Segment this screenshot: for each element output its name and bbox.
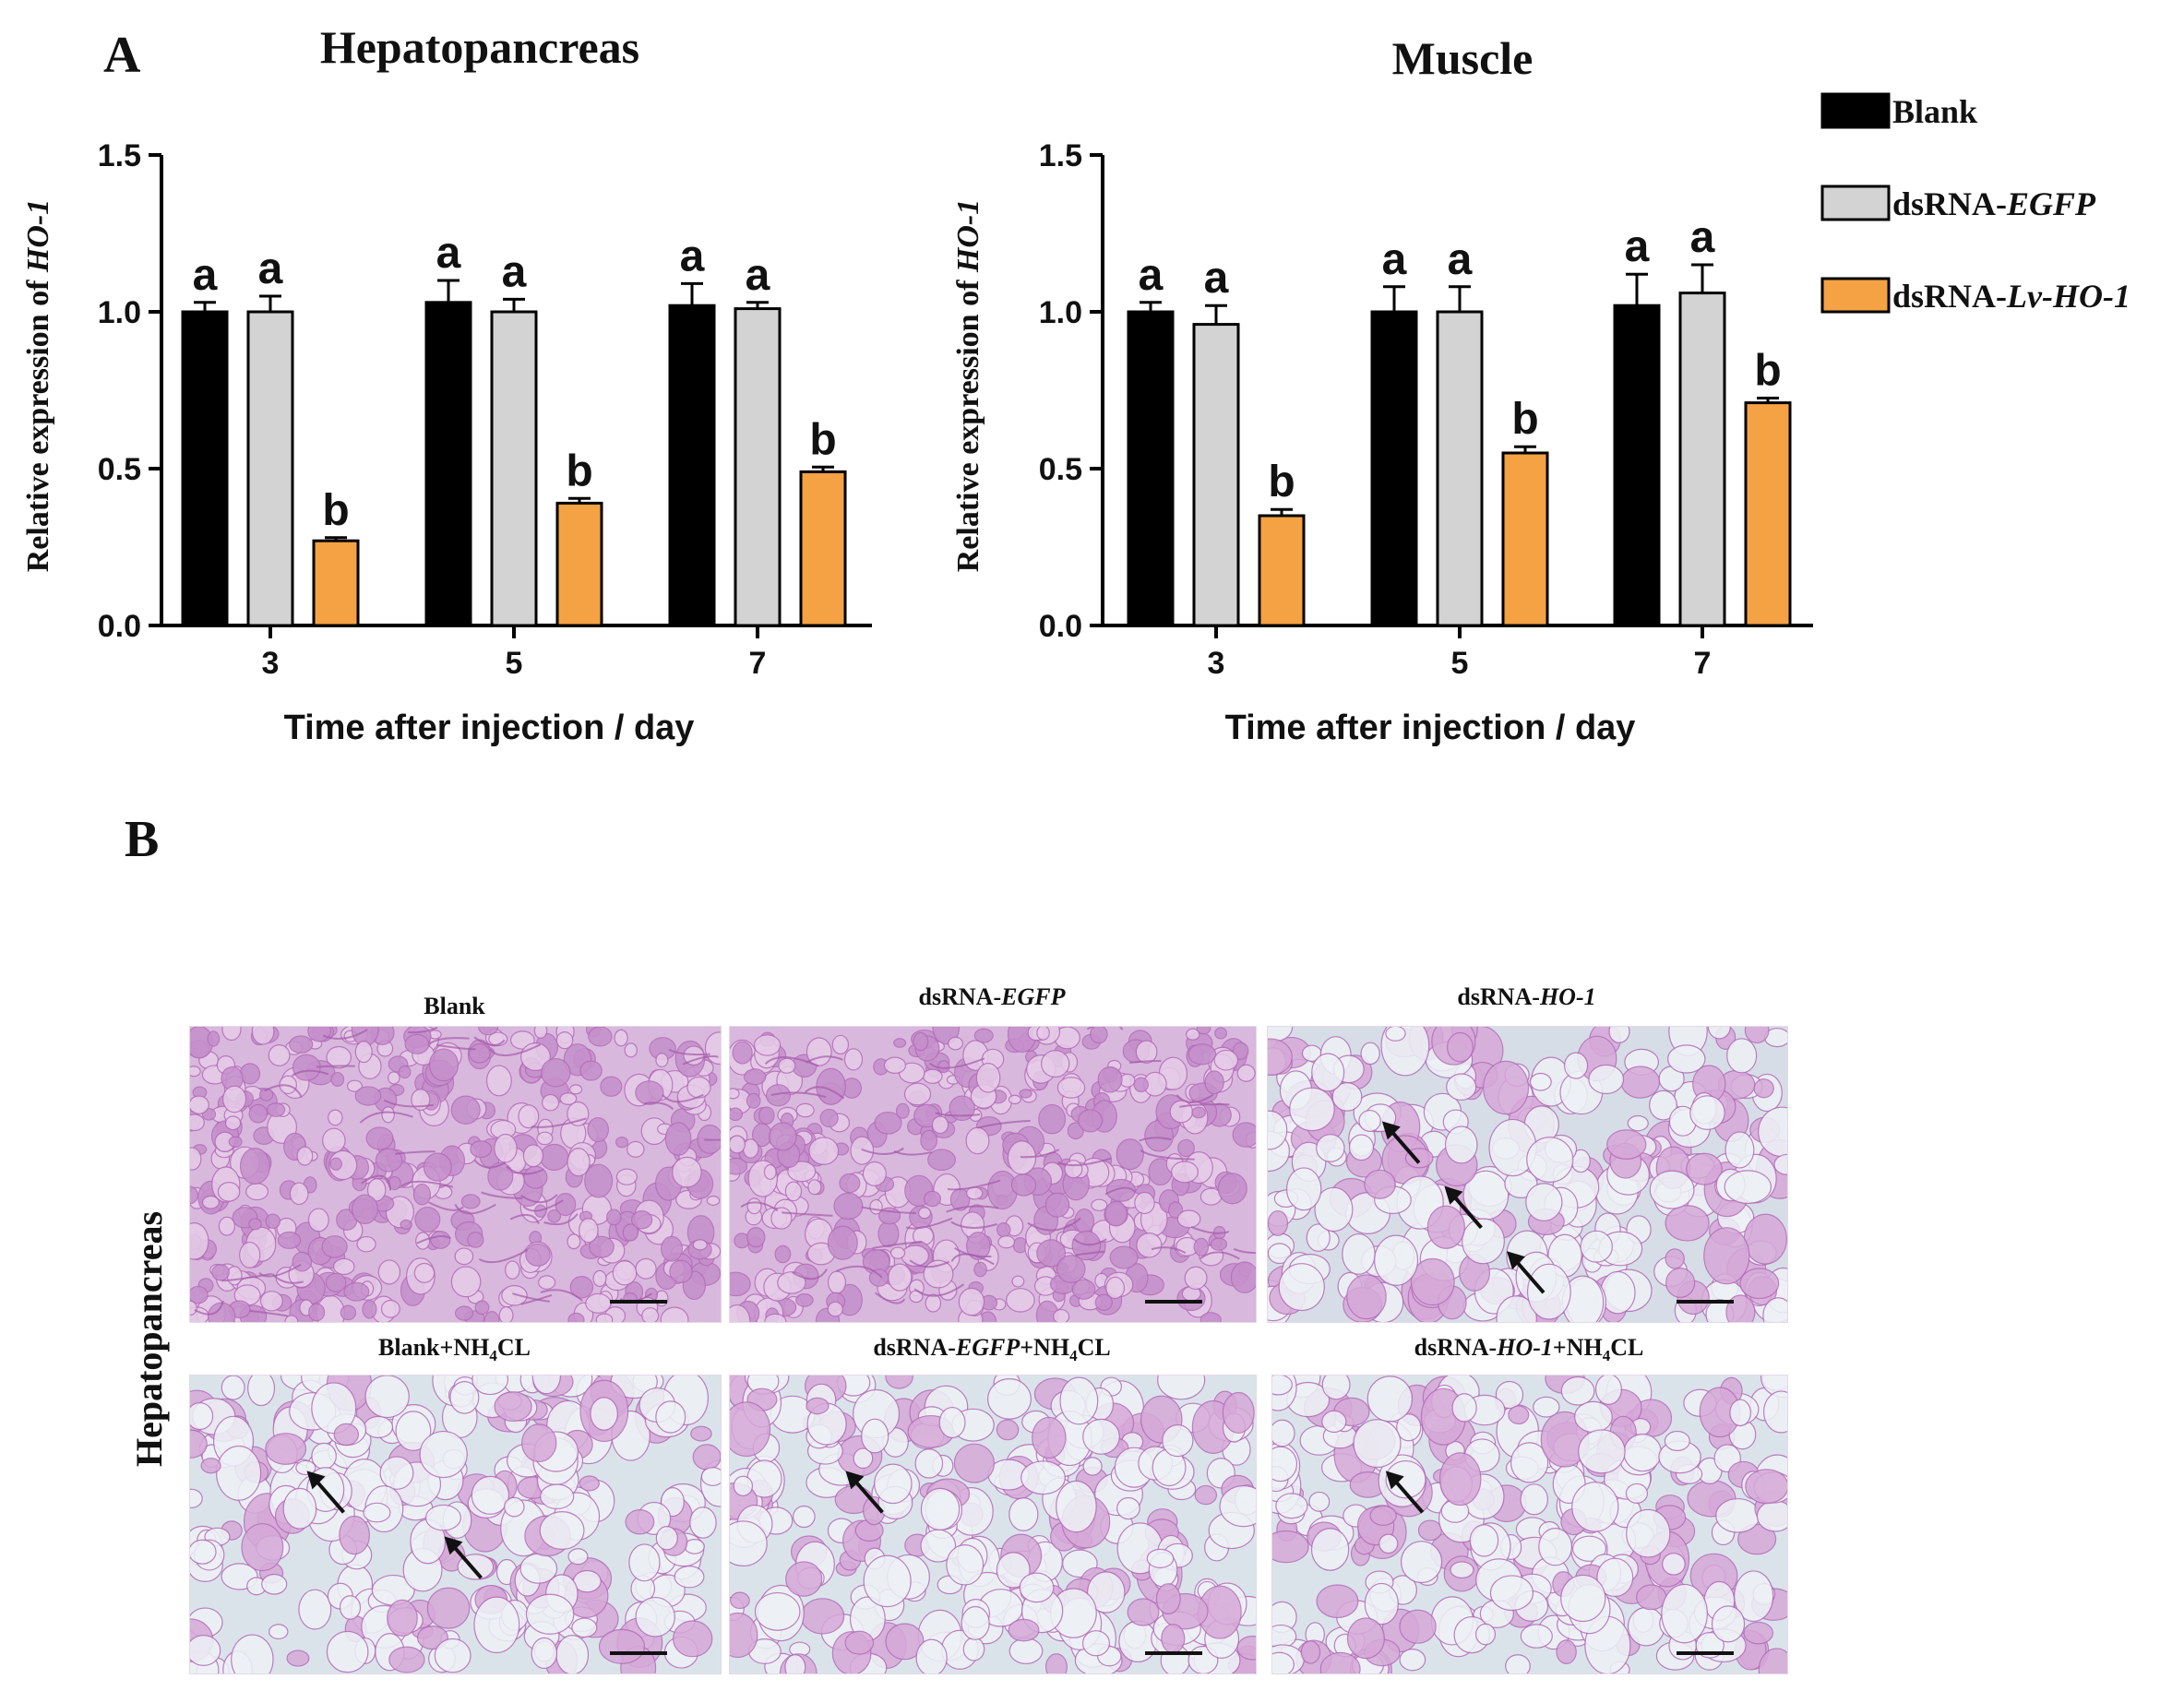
significance-label: a bbox=[258, 244, 283, 293]
bar-blank bbox=[668, 304, 716, 627]
bar-dsrna-lv-ho-1 bbox=[312, 539, 360, 627]
y-tick-label: 1.0 bbox=[1039, 295, 1082, 330]
bar-blank bbox=[1613, 304, 1661, 627]
bar-dsrna-lv-ho-1 bbox=[1258, 514, 1306, 627]
arrow-icon bbox=[1381, 1121, 1421, 1164]
bar-dsrna-egfp bbox=[1192, 323, 1240, 627]
panel-label-b: B bbox=[125, 811, 160, 868]
significance-label: a bbox=[746, 251, 770, 300]
significance-label: b bbox=[1268, 458, 1295, 506]
histology-image bbox=[729, 1375, 1257, 1674]
significance-label: b bbox=[1754, 347, 1781, 396]
significance-label: a bbox=[502, 247, 527, 296]
y-axis-label: Relative expression of HO-1 bbox=[21, 199, 55, 573]
bar-dsrna-lv-ho-1 bbox=[1501, 451, 1549, 627]
histology-title: dsRNA-EGFP bbox=[918, 983, 1066, 1010]
x-tick-label: 5 bbox=[506, 646, 523, 681]
x-tick-label: 7 bbox=[1694, 646, 1712, 681]
y-tick-label: 1.5 bbox=[98, 138, 141, 173]
y-tick-label: 0.0 bbox=[98, 609, 141, 644]
arrow-icon bbox=[306, 1471, 346, 1514]
legend-label: dsRNA-EGFP bbox=[1892, 185, 2096, 222]
bar-dsrna-lv-ho-1 bbox=[1744, 401, 1792, 627]
significance-label: a bbox=[1448, 235, 1473, 284]
legend-swatch bbox=[1820, 185, 1891, 221]
significance-label: b bbox=[1511, 395, 1538, 444]
bar-blank bbox=[1370, 310, 1418, 627]
histology-title: Blank bbox=[424, 993, 485, 1019]
x-axis-label: Time after injection / day bbox=[284, 709, 695, 747]
x-tick-label: 5 bbox=[1451, 646, 1469, 681]
histology-image bbox=[189, 1026, 722, 1323]
arrow-icon bbox=[845, 1471, 884, 1514]
x-axis-label: Time after injection / day bbox=[1225, 709, 1636, 747]
arrow-icon bbox=[1506, 1251, 1546, 1294]
bar-blank bbox=[1127, 310, 1175, 627]
histology-image bbox=[1271, 1375, 1788, 1674]
x-tick-label: 7 bbox=[749, 646, 767, 681]
panel-label-a: A bbox=[103, 27, 141, 84]
legend-label: dsRNA-Lv-HO-1 bbox=[1892, 278, 2130, 315]
y-tick-label: 1.5 bbox=[1039, 138, 1082, 173]
significance-label: b bbox=[809, 415, 836, 464]
significance-label: a bbox=[1204, 254, 1229, 303]
histology-image bbox=[1267, 1026, 1788, 1323]
significance-label: a bbox=[1690, 213, 1715, 262]
significance-label: a bbox=[193, 251, 218, 300]
significance-label: b bbox=[322, 486, 349, 535]
bar-dsrna-lv-ho-1 bbox=[555, 501, 603, 627]
histology-title: dsRNA-HO-1+NH4CL bbox=[1414, 1334, 1644, 1365]
arrow-icon bbox=[1385, 1471, 1425, 1514]
chart-hepatopancreas: Hepatopancreas 0.0 0.5 1.0 1.5 Relative expre… bbox=[21, 21, 872, 747]
x-tick-label: 3 bbox=[262, 646, 280, 681]
x-tick-label: 3 bbox=[1208, 646, 1225, 681]
bar-dsrna-egfp bbox=[734, 307, 782, 627]
significance-label: a bbox=[1625, 222, 1650, 271]
significance-label: a bbox=[1382, 235, 1407, 284]
y-tick-label: 0.5 bbox=[98, 452, 141, 487]
y-tick-label: 1.0 bbox=[98, 295, 141, 330]
arrow-icon bbox=[1444, 1185, 1483, 1230]
bar-blank bbox=[424, 301, 472, 627]
legend-label: Blank bbox=[1892, 93, 1977, 130]
chart-title: Muscle bbox=[1392, 32, 1534, 84]
chart-muscle: Muscle 0.0 0.5 1.0 1.5 Relative expression of… bbox=[951, 32, 1813, 747]
histology-image bbox=[729, 1026, 1257, 1323]
histology-image bbox=[189, 1375, 722, 1674]
y-tick-label: 0.5 bbox=[1039, 452, 1082, 487]
bar-dsrna-egfp bbox=[1436, 310, 1484, 627]
histology-title: dsRNA-HO-1 bbox=[1457, 983, 1596, 1010]
bar-dsrna-egfp bbox=[490, 310, 538, 627]
histology-title: Blank+NH4CL bbox=[378, 1334, 531, 1365]
tissue-label: Hepatopancreas bbox=[128, 1210, 170, 1467]
chart-title: Hepatopancreas bbox=[320, 21, 639, 73]
y-axis-label: Relative expression of HO-1 bbox=[951, 199, 985, 573]
bar-dsrna-egfp bbox=[1678, 292, 1726, 627]
significance-label: a bbox=[1139, 251, 1164, 300]
arrow-icon bbox=[444, 1536, 483, 1579]
bar-dsrna-lv-ho-1 bbox=[799, 470, 847, 627]
bar-dsrna-egfp bbox=[246, 310, 294, 627]
significance-label: a bbox=[436, 229, 461, 278]
significance-label: b bbox=[566, 447, 592, 495]
histology-title: dsRNA-EGFP+NH4CL bbox=[873, 1334, 1111, 1365]
legend-swatch bbox=[1820, 277, 1891, 314]
significance-label: a bbox=[680, 232, 705, 280]
y-tick-label: 0.0 bbox=[1039, 609, 1082, 644]
legend: Blank dsRNA-EGFP dsRNA-Lv-HO-1 bbox=[1820, 92, 2130, 315]
bar-blank bbox=[181, 310, 229, 627]
legend-swatch bbox=[1820, 92, 1891, 129]
